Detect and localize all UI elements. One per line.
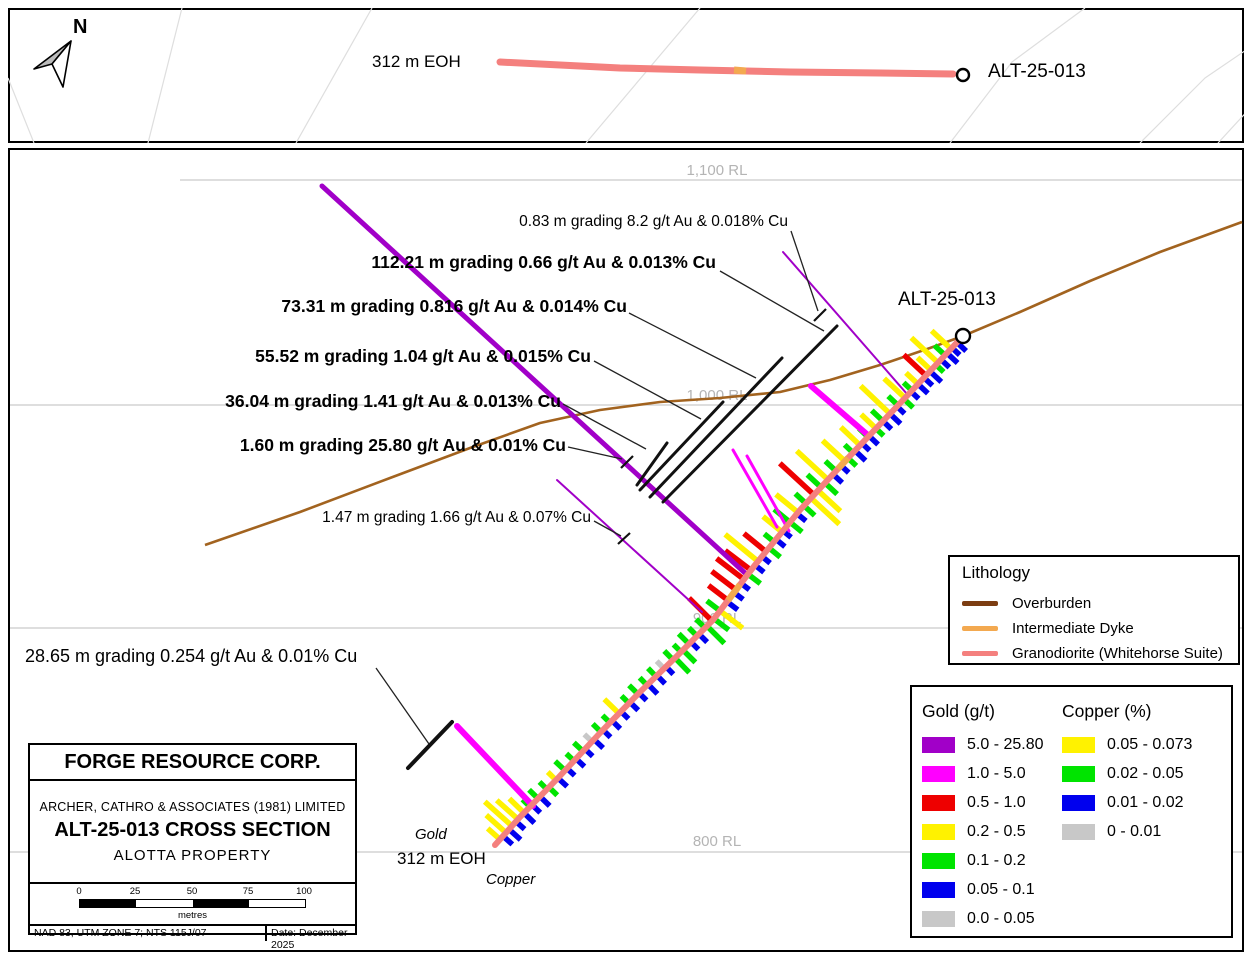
section-drawing xyxy=(10,179,1243,853)
gold-legend-row: 0.5 - 1.0 xyxy=(922,788,1062,817)
granodiorite-swatch xyxy=(962,651,998,656)
title-block-middle: ARCHER, CATHRO & ASSOCIATES (1981) LIMIT… xyxy=(30,781,355,884)
overburden-label: Overburden xyxy=(1012,595,1092,612)
section-title: ALT-25-013 CROSS SECTION xyxy=(54,818,331,841)
gold-legend-row: 0.2 - 0.5 xyxy=(922,817,1062,846)
copper-legend-row: 0 - 0.01 xyxy=(1062,817,1227,846)
plan-view-drawing xyxy=(8,8,1244,143)
gold-range-3: 0.2 - 0.5 xyxy=(967,822,1026,840)
scale-units: metres xyxy=(177,910,208,921)
gold-legend-row: 0.1 - 0.2 xyxy=(922,846,1062,875)
gold-range-0: 5.0 - 25.80 xyxy=(967,735,1044,753)
lithology-legend-title: Lithology xyxy=(962,563,1031,582)
gold-axis-label: Gold xyxy=(415,826,447,843)
section-eoh-label: 312 m EOH xyxy=(397,849,486,868)
company-name: FORGE RESOURCE CORP. xyxy=(30,745,355,781)
scale-bar-segments xyxy=(79,899,306,908)
rl-label-1100: 1,100 RL xyxy=(686,162,748,179)
scale-tick-50: 50 xyxy=(186,886,198,897)
copper-axis-label: Copper xyxy=(486,871,536,888)
gold-range-1: 1.0 - 5.0 xyxy=(967,764,1026,782)
legend-item-granodiorite: Granodiorite (Whitehorse Suite) xyxy=(962,641,1238,666)
annotation-36-04m: 36.04 m grading 1.41 g/t Au & 0.013% Cu xyxy=(225,391,561,411)
gold-swatch-4 xyxy=(922,852,955,869)
copper-range-0: 0.05 - 0.073 xyxy=(1107,735,1193,753)
gold-swatch-3 xyxy=(922,823,955,840)
copper-swatch-1 xyxy=(1062,765,1095,782)
north-label: N xyxy=(73,16,88,38)
granodiorite-label: Granodiorite (Whitehorse Suite) xyxy=(1012,645,1223,662)
annotation-112-21m: 112.21 m grading 0.66 g/t Au & 0.013% Cu xyxy=(371,252,716,272)
copper-legend-row: 0.05 - 0.073 xyxy=(1062,730,1227,759)
property-name: ALOTTA PROPERTY xyxy=(113,846,272,864)
section-hole-label: ALT-25-013 xyxy=(898,289,996,310)
annotation-0-83m: 0.83 m grading 8.2 g/t Au & 0.018% Cu xyxy=(519,213,788,230)
annotation-1-47m: 1.47 m grading 1.66 g/t Au & 0.07% Cu xyxy=(322,509,591,526)
plan-view-panel xyxy=(8,8,1244,143)
gold-legend-row: 0.0 - 0.05 xyxy=(922,904,1062,933)
overburden-swatch xyxy=(962,601,998,606)
gold-legend-row: 0.05 - 0.1 xyxy=(922,875,1062,904)
gold-range-6: 0.0 - 0.05 xyxy=(967,909,1035,927)
scale-tick-25: 25 xyxy=(129,886,141,897)
plan-eoh-label: 312 m EOH xyxy=(372,52,461,71)
annotation-55-52m: 55.52 m grading 1.04 g/t Au & 0.015% Cu xyxy=(255,346,591,366)
annotation-1-60m: 1.60 m grading 25.80 g/t Au & 0.01% Cu xyxy=(239,435,566,455)
scale-tick-100: 100 xyxy=(296,886,312,897)
copper-range-1: 0.02 - 0.05 xyxy=(1107,764,1184,782)
legend-item-intermediate-dyke: Intermediate Dyke xyxy=(962,616,1238,641)
intermediate-dyke-swatch xyxy=(962,626,998,631)
copper-range-2: 0.01 - 0.02 xyxy=(1107,793,1184,811)
gold-range-5: 0.05 - 0.1 xyxy=(967,880,1035,898)
title-block: FORGE RESOURCE CORP. ARCHER, CATHRO & AS… xyxy=(28,743,357,951)
lithology-legend: Lithology Overburden Intermediate Dyke G… xyxy=(948,555,1240,665)
consultant-name: ARCHER, CATHRO & ASSOCIATES (1981) LIMIT… xyxy=(39,799,346,814)
copper-swatch-3 xyxy=(1062,823,1095,840)
gold-range-2: 0.5 - 1.0 xyxy=(967,793,1026,811)
date-text: Date: December 2025 xyxy=(265,926,355,951)
gold-range-4: 0.1 - 0.2 xyxy=(967,851,1026,869)
gold-legend-column: Gold (g/t) 5.0 - 25.80 1.0 - 5.0 0.5 - 1… xyxy=(922,701,1062,933)
gold-swatch-6 xyxy=(922,910,955,927)
title-block-footer: NAD 83, UTM ZONE 7; NTS 115J/07 Date: De… xyxy=(30,926,355,951)
scale-tick-0: 0 xyxy=(76,886,82,897)
copper-legend-column: Copper (%) 0.05 - 0.073 0.02 - 0.05 0.01… xyxy=(1062,701,1227,933)
gold-legend-title: Gold (g/t) xyxy=(922,701,995,721)
datum-text: NAD 83, UTM ZONE 7; NTS 115J/07 xyxy=(34,927,207,939)
gold-legend-row: 1.0 - 5.0 xyxy=(922,759,1062,788)
legend-item-overburden: Overburden xyxy=(962,591,1238,616)
copper-swatch-0 xyxy=(1062,736,1095,753)
gold-swatch-0 xyxy=(922,736,955,753)
intermediate-dyke-label: Intermediate Dyke xyxy=(1012,620,1134,637)
assay-legend: Gold (g/t) 5.0 - 25.80 1.0 - 5.0 0.5 - 1… xyxy=(910,685,1233,938)
annotation-28-65m: 28.65 m grading 0.254 g/t Au & 0.01% Cu xyxy=(25,646,358,666)
gold-swatch-5 xyxy=(922,881,955,898)
copper-swatch-2 xyxy=(1062,794,1095,811)
plan-hole-label: ALT-25-013 xyxy=(988,61,1086,82)
rl-label-800: 800 RL xyxy=(692,833,742,850)
annotation-73-31m: 73.31 m grading 0.816 g/t Au & 0.014% Cu xyxy=(281,296,627,316)
copper-legend-title: Copper (%) xyxy=(1062,701,1152,721)
gold-swatch-1 xyxy=(922,765,955,782)
copper-legend-row: 0.01 - 0.02 xyxy=(1062,788,1227,817)
copper-range-3: 0 - 0.01 xyxy=(1107,822,1162,840)
gold-swatch-2 xyxy=(922,794,955,811)
north-arrow-icon xyxy=(33,40,72,88)
gold-legend-row: 5.0 - 25.80 xyxy=(922,730,1062,759)
copper-legend-row: 0.02 - 0.05 xyxy=(1062,759,1227,788)
scale-bar: 0 25 50 75 100 metres xyxy=(30,884,355,926)
scale-tick-75: 75 xyxy=(242,886,254,897)
